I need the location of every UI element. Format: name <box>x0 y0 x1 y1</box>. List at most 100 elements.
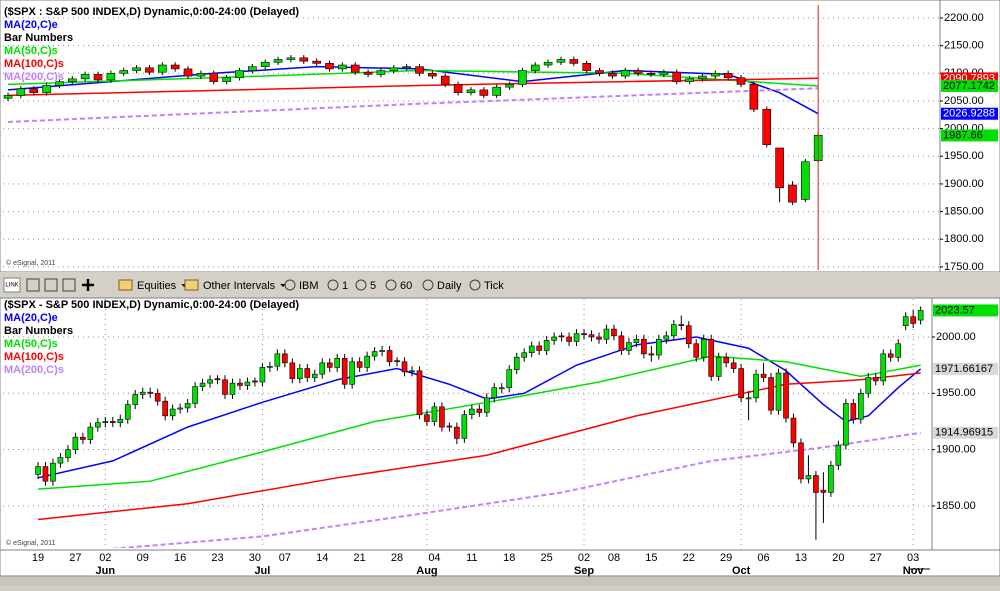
x-tick-label: 07 <box>279 552 291 564</box>
candle-body <box>551 336 557 341</box>
candle-body <box>656 338 662 356</box>
add-icon[interactable] <box>82 279 94 291</box>
candle-body <box>209 73 219 82</box>
moving-average <box>37 355 921 490</box>
candle-body <box>505 84 514 88</box>
candle-body <box>710 73 720 77</box>
candle-body <box>805 475 812 480</box>
x-tick-label: 19 <box>32 552 44 564</box>
candle-body <box>543 340 550 351</box>
candle-body <box>506 369 513 388</box>
candle-body <box>715 356 722 377</box>
candle-body <box>558 335 565 338</box>
month-label: Jul <box>254 565 270 577</box>
candle-body <box>119 70 129 74</box>
x-tick-label: 02 <box>578 552 590 564</box>
candle-body <box>68 78 77 82</box>
x-tick-label: 16 <box>174 552 186 564</box>
candle-body <box>57 457 64 464</box>
candle-body <box>492 86 501 96</box>
toolbar-item[interactable]: Other Intervals <box>203 280 276 292</box>
toolbar-item[interactable]: Equities <box>137 280 177 292</box>
toolbar-item[interactable]: Tick <box>484 280 504 292</box>
toolbar-item[interactable]: 60 <box>400 280 412 292</box>
candle-body <box>775 147 784 189</box>
candle-body <box>312 60 321 64</box>
price-label: 1987.66 <box>943 129 983 141</box>
toolbar-item[interactable]: IBM <box>299 280 319 292</box>
candle-body <box>87 426 94 440</box>
candle-body <box>259 367 266 383</box>
month-label: Sep <box>574 565 594 577</box>
y-tick-label: 2000.00 <box>936 331 976 343</box>
candle-body <box>192 386 198 404</box>
candle-body <box>476 408 483 413</box>
price-label-box <box>933 362 998 375</box>
x-tick-label: 22 <box>683 552 695 564</box>
price-label: 2077.1742 <box>943 80 995 92</box>
legend-entry: MA(200,C)s <box>4 364 64 376</box>
interval-icon <box>327 279 339 291</box>
tool-icon[interactable] <box>62 278 76 292</box>
candle-body <box>428 73 437 77</box>
interval-icon <box>355 279 367 291</box>
candle-body <box>698 75 707 80</box>
candle-body <box>273 59 283 63</box>
link-label: LINK <box>5 283 18 289</box>
month-label: Oct <box>732 565 751 577</box>
candle-body <box>124 404 131 420</box>
candle-body <box>588 334 595 338</box>
toolbar-item[interactable]: 5 <box>370 280 376 292</box>
x-tick-label: 04 <box>428 552 440 564</box>
x-tick-label: 29 <box>720 552 732 564</box>
x-tick-label: 15 <box>645 552 657 564</box>
candle-body <box>117 418 124 423</box>
candle-body <box>415 66 424 74</box>
folder-icon <box>118 279 133 291</box>
candle-body <box>798 442 804 480</box>
watermark: © eSignal, 2011 <box>6 259 56 267</box>
candle-body <box>641 338 647 355</box>
candle-body <box>289 362 296 379</box>
legend-entry: ($SPX : S&P 500 INDEX,D) Dynamic,0:00-24… <box>4 6 299 18</box>
y-tick-label: 2150.00 <box>944 40 984 52</box>
candle-body <box>648 353 655 356</box>
candle-body <box>663 335 670 340</box>
candle-body <box>521 352 528 358</box>
candle-body <box>513 356 520 370</box>
candle-body <box>788 184 797 203</box>
candle-body <box>35 466 41 475</box>
x-tick-label: 13 <box>795 552 807 564</box>
x-tick-label: 03 <box>907 552 919 564</box>
price-label-box <box>941 129 998 142</box>
price-label: 1971.66167 <box>935 363 993 375</box>
candle-body <box>196 73 206 77</box>
candle-body <box>386 350 393 363</box>
x-axis-area <box>0 549 1000 577</box>
toolbar-item[interactable]: Daily <box>437 280 462 292</box>
candle-body <box>50 462 56 482</box>
candle-body <box>349 361 355 385</box>
candle-body <box>371 351 378 357</box>
tool-icon[interactable] <box>44 278 58 292</box>
toolbar-item[interactable]: 1 <box>342 280 348 292</box>
candle-body <box>409 370 415 373</box>
y-tick-label: 1950.00 <box>944 150 984 162</box>
candle-body <box>325 63 334 70</box>
candle-body <box>299 57 309 62</box>
candle-body <box>326 362 333 368</box>
candle-body <box>55 81 64 86</box>
interval-icon <box>469 279 481 291</box>
candle-body <box>762 108 772 145</box>
candle-body <box>132 394 139 405</box>
month-label: Aug <box>416 565 437 577</box>
candle-body <box>267 365 273 368</box>
legend-entry: MA(100,C)s <box>4 351 64 363</box>
candle-body <box>626 342 632 351</box>
folder-icon <box>184 279 199 291</box>
candle-body <box>237 382 243 386</box>
tool-icon[interactable] <box>26 278 40 292</box>
candle-body <box>736 77 746 85</box>
link-icon[interactable] <box>3 277 21 293</box>
